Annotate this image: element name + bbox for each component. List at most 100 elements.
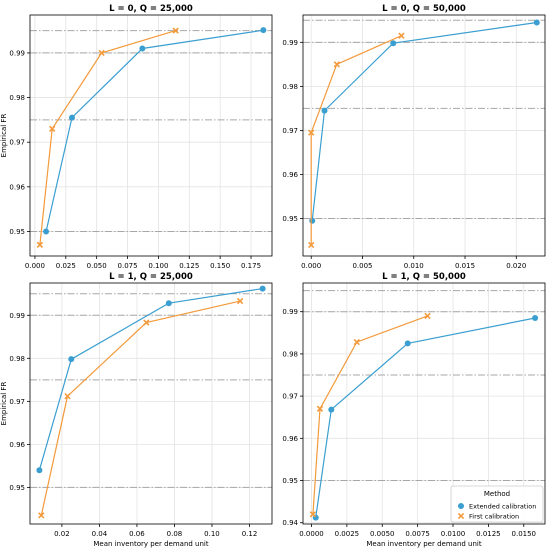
data-point-first (424, 312, 431, 320)
data-point-extended (68, 114, 75, 121)
y-tick-label: 0.97 (9, 139, 25, 147)
panel-1: 0.000 0.025 0.050 0.075 0.100 0.125 0.150 0.175… (0, 4, 273, 270)
y-tick-label: 0.94 (282, 519, 298, 527)
x-tick-label: 0.06 (129, 530, 145, 538)
data-point-first (308, 241, 315, 249)
series-line-extended (311, 21, 537, 221)
y-tick-label: 0.96 (9, 441, 25, 449)
data-point-extended (328, 406, 335, 413)
legend-title: Method (484, 490, 510, 498)
y-tick-label: 0.97 (9, 398, 25, 406)
x-tick-label: 0.175 (241, 262, 261, 270)
x-tick-label: 0.150 (210, 262, 230, 270)
y-tick-label: 0.95 (282, 477, 298, 485)
series-line-extended (315, 317, 536, 518)
y-tick-label: 0.98 (9, 94, 25, 102)
x-axis-label: Mean inventory per demand unit (366, 540, 481, 548)
data-point-first (64, 393, 71, 400)
x-tick-label: 0.050 (87, 262, 107, 270)
x-axis-label: Mean inventory per demand unit (93, 540, 208, 548)
x-tick-label: 0.04 (92, 530, 108, 538)
data-point-extended (533, 19, 540, 26)
data-point-extended (259, 285, 266, 292)
data-point-extended (260, 27, 267, 34)
data-point-extended (321, 107, 328, 114)
legend-label-extended: Extended calibration (469, 503, 536, 511)
axes-frame (29, 14, 273, 257)
x-tick-label: 0.0050 (370, 530, 395, 538)
y-axis-label: Empirical FR (0, 114, 8, 158)
y-tick-label: 0.97 (282, 127, 298, 135)
data-point-extended (43, 228, 50, 235)
data-point-extended (165, 300, 172, 307)
series-line-first (310, 35, 402, 245)
x-tick-label: 0.025 (56, 262, 76, 270)
y-tick-label: 0.96 (282, 435, 298, 443)
y-tick-label: 0.99 (282, 308, 298, 316)
data-point-first (236, 297, 244, 305)
panel-4: 0.0000 0.0025 0.0050 0.0075 0.0100 0.0125 0.01… (282, 272, 546, 548)
x-tick-label: 0.0150 (512, 530, 537, 538)
x-tick-label: 0.0000 (299, 530, 324, 538)
series-line-extended (45, 29, 264, 232)
y-tick-label: 0.97 (282, 393, 298, 401)
data-point-first (172, 27, 179, 34)
panel-2: 0.000 0.005 0.010 0.015 0.020 0.95 0.96 0.97 0.9… (282, 4, 546, 270)
x-tick-label: 0.020 (506, 262, 526, 270)
panel-title: L = 0, Q = 25,000 (109, 4, 193, 14)
x-tick-label: 0.02 (54, 530, 70, 538)
data-point-first (98, 49, 105, 57)
panel-title: L = 0, Q = 50,000 (382, 4, 466, 14)
x-tick-label: 0.12 (242, 530, 258, 538)
data-point-extended (390, 40, 397, 47)
axes-frame (302, 282, 546, 525)
legend: Method Extended calibration First calibrat… (450, 485, 544, 523)
series-line-first (40, 300, 241, 516)
data-point-extended (36, 467, 43, 474)
y-tick-label: 0.98 (282, 83, 298, 91)
y-tick-label: 0.98 (9, 355, 25, 363)
y-tick-label: 0.95 (9, 228, 25, 236)
legend-label-first: First calibration (469, 513, 519, 521)
panel-title: L = 1, Q = 50,000 (382, 272, 466, 282)
y-tick-label: 0.99 (9, 312, 25, 320)
y-tick-label: 0.95 (282, 215, 298, 223)
y-tick-label: 0.95 (9, 484, 25, 492)
x-tick-label: 0.000 (301, 262, 321, 270)
x-tick-label: 0.0100 (441, 530, 466, 538)
series-line-first (39, 30, 176, 245)
x-tick-label: 0.0075 (405, 530, 430, 538)
x-tick-label: 0.000 (25, 262, 45, 270)
data-point-extended (68, 356, 75, 363)
y-axis-label: Empirical FR (0, 382, 8, 426)
x-tick-label: 0.015 (455, 262, 475, 270)
y-tick-label: 0.98 (282, 350, 298, 358)
y-tick-label: 0.96 (282, 171, 298, 179)
x-tick-label: 0.10 (204, 530, 220, 538)
data-point-extended (309, 217, 316, 224)
x-tick-label: 0.0125 (476, 530, 501, 538)
y-tick-label: 0.99 (282, 39, 298, 47)
x-tick-label: 0.075 (118, 262, 138, 270)
axes-frame (29, 282, 273, 525)
data-point-first (308, 129, 315, 136)
data-point-first (309, 511, 317, 518)
data-point-first (49, 125, 56, 132)
panel-title: L = 1, Q = 25,000 (109, 272, 193, 282)
data-point-first (316, 405, 324, 412)
data-point-first (398, 32, 405, 39)
data-point-extended (139, 45, 146, 52)
data-point-first (38, 512, 45, 519)
series-line-extended (38, 288, 263, 471)
data-point-first (143, 319, 150, 326)
x-tick-label: 0.100 (148, 262, 168, 270)
legend-marker-first (457, 512, 465, 520)
data-point-extended (532, 315, 539, 322)
legend-marker-extended (458, 503, 464, 509)
y-tick-label: 0.96 (9, 183, 25, 191)
y-tick-label: 0.99 (9, 49, 25, 57)
x-tick-label: 0.010 (404, 262, 424, 270)
series-line-first (312, 315, 428, 515)
x-tick-label: 0.0025 (335, 530, 360, 538)
